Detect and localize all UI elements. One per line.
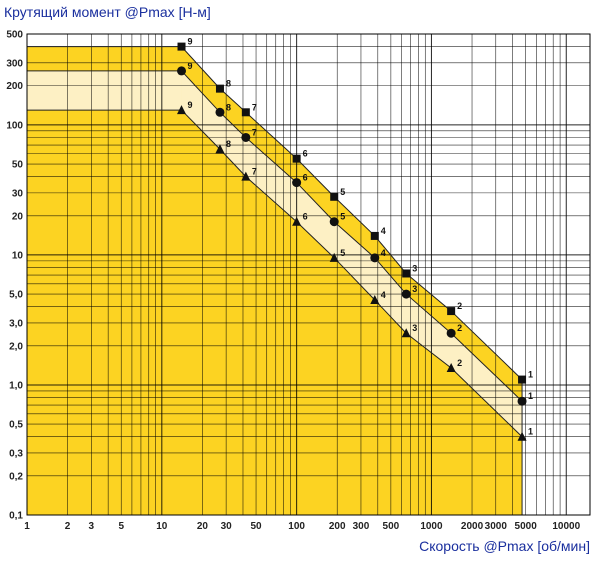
y-tick-label: 300: [6, 58, 23, 69]
circle-marker: [292, 178, 302, 188]
y-tick-label: 10: [12, 250, 24, 261]
point-label: 6: [303, 212, 308, 222]
y-tick-label: 0,1: [9, 511, 23, 522]
point-label: 1: [528, 391, 533, 401]
x-tick-label: 1: [24, 521, 30, 532]
point-label: 7: [252, 102, 257, 112]
y-tick-label: 50: [12, 160, 24, 171]
min-envelope-line: [27, 109, 523, 438]
circle-marker: [329, 217, 339, 227]
point-label: 6: [303, 149, 308, 159]
point-label: 3: [412, 323, 417, 333]
triangle-marker: [177, 105, 187, 115]
point-label: 2: [457, 301, 462, 311]
square-marker: [370, 231, 379, 240]
triangle-marker: [446, 363, 456, 373]
circle-marker: [370, 253, 380, 263]
point-label: 8: [226, 79, 231, 89]
nominal-band-left: [27, 70, 182, 111]
point-label: 9: [188, 37, 193, 47]
point-label: 5: [340, 248, 345, 258]
x-tick-label: 10: [156, 521, 168, 532]
square-marker: [215, 84, 224, 93]
triangle-marker: [215, 144, 225, 154]
point-label: 8: [226, 139, 231, 149]
y-axis-title: Крутящий момент @Pmax [Н-м]: [4, 4, 211, 20]
x-tick-label: 50: [250, 521, 262, 532]
y-tick-label: 100: [6, 120, 23, 131]
square-marker: [177, 42, 186, 51]
circle-marker: [517, 396, 527, 406]
y-tick-label: 500: [6, 30, 23, 41]
point-label: 5: [340, 187, 345, 197]
circle-marker: [215, 107, 225, 117]
point-label: 6: [303, 173, 308, 183]
point-label: 7: [252, 127, 257, 137]
point-label: 4: [381, 290, 386, 300]
square-marker: [518, 375, 527, 384]
x-tick-label: 100: [288, 521, 305, 532]
triangle-marker: [517, 431, 527, 441]
triangle-marker: [329, 252, 339, 262]
point-label: 1: [528, 370, 533, 380]
x-tick-label: 2000: [461, 521, 484, 532]
x-tick-label: 3: [89, 521, 95, 532]
x-tick-label: 1000: [420, 521, 443, 532]
point-label: 8: [226, 102, 231, 112]
mid-envelope-line: [27, 70, 523, 402]
point-label: 3: [412, 284, 417, 294]
square-marker: [402, 269, 411, 278]
point-label: 5: [340, 212, 345, 222]
circle-marker: [401, 289, 411, 299]
markers: 9 8 7 6 5 4 3 2 1 9 8 7 6 5 4 3 2 1 9 8 7 6 5 4 3 2 1: [177, 37, 533, 441]
max-envelope-line: [27, 46, 523, 380]
y-tick-label: 0,2: [9, 471, 23, 482]
y-tick-label: 5,0: [9, 290, 23, 301]
y-tick-label: 20: [12, 211, 24, 222]
y-tick-label: 1,0: [9, 380, 23, 391]
x-tick-label: 500: [383, 521, 400, 532]
point-label: 9: [188, 61, 193, 71]
x-tick-label: 30: [221, 521, 233, 532]
x-tick-label: 10000: [552, 521, 580, 532]
circle-marker: [446, 328, 456, 338]
point-label: 2: [457, 358, 462, 368]
point-label: 3: [412, 263, 417, 273]
x-tick-label: 5: [118, 521, 124, 532]
point-label: 4: [381, 248, 386, 258]
y-tick-label: 3,0: [9, 318, 23, 329]
circle-marker: [177, 66, 187, 76]
point-label: 1: [528, 427, 533, 437]
x-axis-title: Скорость @Pmax [об/мин]: [419, 538, 590, 554]
plot-frame: [26, 33, 591, 516]
x-tick-label: 2: [65, 521, 71, 532]
point-label: 9: [188, 100, 193, 110]
x-tick-label: 200: [329, 521, 346, 532]
square-marker: [447, 307, 456, 316]
triangle-marker: [241, 171, 251, 181]
triangle-marker: [401, 328, 411, 338]
y-tick-label: 200: [6, 81, 23, 92]
circle-marker: [241, 132, 251, 142]
point-label: 7: [252, 167, 257, 177]
point-label: 2: [457, 323, 462, 333]
square-marker: [292, 154, 301, 163]
y-tick-label: 30: [12, 188, 24, 199]
y-tick-label: 0,3: [9, 448, 23, 459]
triangle-marker: [370, 295, 380, 305]
x-tick-label: 300: [353, 521, 370, 532]
y-tick-label: 0,5: [9, 420, 23, 431]
point-label: 4: [381, 226, 386, 236]
x-tick-label: 20: [197, 521, 209, 532]
x-tick-label: 5000: [515, 521, 538, 532]
square-marker: [330, 192, 339, 201]
triangle-marker: [292, 216, 302, 226]
x-tick-label: 3000: [485, 521, 508, 532]
operating-region: [27, 46, 523, 516]
y-tick-label: 2,0: [9, 341, 23, 352]
square-marker: [241, 108, 250, 117]
